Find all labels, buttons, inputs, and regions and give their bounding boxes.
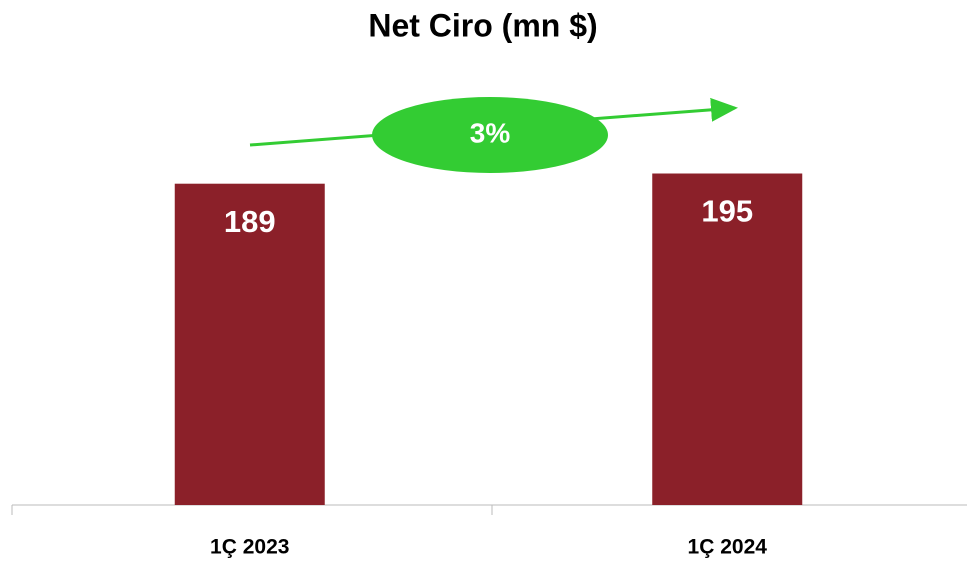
value-label: 195 bbox=[701, 194, 753, 229]
x-tick-label: 1Ç 2024 bbox=[688, 536, 768, 559]
bar bbox=[174, 183, 325, 505]
x-tick-label: 1Ç 2023 bbox=[210, 536, 289, 559]
growth-label: 3% bbox=[470, 117, 511, 148]
chart-title: Net Ciro (mn $) bbox=[368, 7, 597, 43]
growth-bubble bbox=[372, 97, 608, 173]
bar bbox=[652, 173, 803, 505]
value-label: 189 bbox=[224, 204, 276, 239]
